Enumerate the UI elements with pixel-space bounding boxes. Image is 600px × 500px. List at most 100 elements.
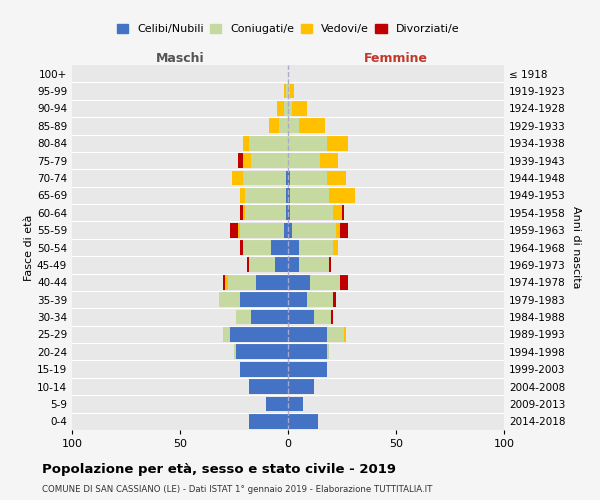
Bar — [299, 118, 325, 133]
Bar — [344, 327, 346, 342]
Bar — [288, 310, 314, 324]
Bar — [242, 153, 251, 168]
Bar — [288, 344, 327, 359]
Bar — [284, 222, 288, 238]
Bar — [266, 396, 288, 411]
Bar — [241, 188, 245, 202]
Bar — [334, 240, 338, 255]
Bar — [288, 379, 314, 394]
Bar — [241, 206, 242, 220]
Bar — [299, 258, 329, 272]
Bar — [247, 258, 249, 272]
Bar — [242, 240, 271, 255]
Bar — [227, 275, 256, 289]
Bar — [241, 292, 288, 307]
Bar — [290, 170, 327, 186]
Legend: Celibi/Nubili, Coniugati/e, Vedovi/e, Divorziati/e: Celibi/Nubili, Coniugati/e, Vedovi/e, Di… — [112, 20, 464, 39]
Bar — [288, 292, 307, 307]
Bar — [286, 188, 288, 202]
Y-axis label: Anni di nascita: Anni di nascita — [571, 206, 581, 289]
Bar — [320, 153, 338, 168]
Bar — [249, 379, 288, 394]
Text: COMUNE DI SAN CASSIANO (LE) - Dati ISTAT 1° gennaio 2019 - Elaborazione TUTTITAL: COMUNE DI SAN CASSIANO (LE) - Dati ISTAT… — [42, 485, 433, 494]
Bar — [241, 362, 288, 376]
Bar — [288, 170, 290, 186]
Bar — [288, 396, 303, 411]
Bar — [241, 222, 284, 238]
Bar — [288, 414, 318, 428]
Bar — [334, 206, 342, 220]
Bar — [288, 118, 299, 133]
Bar — [230, 222, 238, 238]
Bar — [269, 118, 280, 133]
Bar — [245, 206, 286, 220]
Text: Popolazione per età, sesso e stato civile - 2019: Popolazione per età, sesso e stato civil… — [42, 462, 396, 475]
Bar — [310, 275, 340, 289]
Bar — [251, 153, 288, 168]
Bar — [219, 292, 241, 307]
Bar — [314, 310, 331, 324]
Bar — [288, 327, 327, 342]
Bar — [290, 188, 329, 202]
Bar — [277, 101, 284, 116]
Bar — [284, 84, 286, 98]
Bar — [245, 188, 286, 202]
Bar — [280, 118, 288, 133]
Bar — [288, 275, 310, 289]
Bar — [236, 344, 288, 359]
Bar — [292, 222, 335, 238]
Bar — [329, 188, 355, 202]
Bar — [340, 275, 349, 289]
Bar — [327, 327, 344, 342]
Bar — [230, 327, 288, 342]
Bar — [288, 153, 320, 168]
Bar — [256, 275, 288, 289]
Bar — [331, 310, 334, 324]
Bar — [329, 258, 331, 272]
Bar — [242, 136, 249, 150]
Bar — [307, 292, 334, 307]
Bar — [288, 258, 299, 272]
Bar — [223, 275, 226, 289]
Bar — [288, 222, 292, 238]
Bar — [242, 206, 245, 220]
Bar — [286, 206, 288, 220]
Bar — [251, 310, 288, 324]
Bar — [286, 170, 288, 186]
Bar — [242, 170, 286, 186]
Bar — [241, 240, 242, 255]
Bar — [284, 101, 288, 116]
Bar — [327, 344, 329, 359]
Bar — [288, 136, 327, 150]
Bar — [288, 240, 299, 255]
Bar — [249, 414, 288, 428]
Bar — [226, 275, 227, 289]
Bar — [288, 362, 327, 376]
Bar — [327, 170, 346, 186]
Bar — [342, 206, 344, 220]
Bar — [299, 240, 334, 255]
Y-axis label: Fasce di età: Fasce di età — [24, 214, 34, 280]
Text: Maschi: Maschi — [155, 52, 205, 65]
Bar — [288, 206, 290, 220]
Bar — [334, 292, 335, 307]
Bar — [234, 344, 236, 359]
Bar — [327, 136, 349, 150]
Bar — [236, 310, 251, 324]
Bar — [288, 84, 290, 98]
Text: Femmine: Femmine — [364, 52, 428, 65]
Bar — [238, 153, 242, 168]
Bar — [340, 222, 349, 238]
Bar — [275, 258, 288, 272]
Bar — [238, 222, 241, 238]
Bar — [288, 188, 290, 202]
Bar — [290, 206, 334, 220]
Bar — [335, 222, 340, 238]
Bar — [292, 101, 307, 116]
Bar — [286, 84, 288, 98]
Bar — [223, 327, 230, 342]
Bar — [249, 136, 288, 150]
Bar — [290, 84, 295, 98]
Bar — [249, 258, 275, 272]
Bar — [271, 240, 288, 255]
